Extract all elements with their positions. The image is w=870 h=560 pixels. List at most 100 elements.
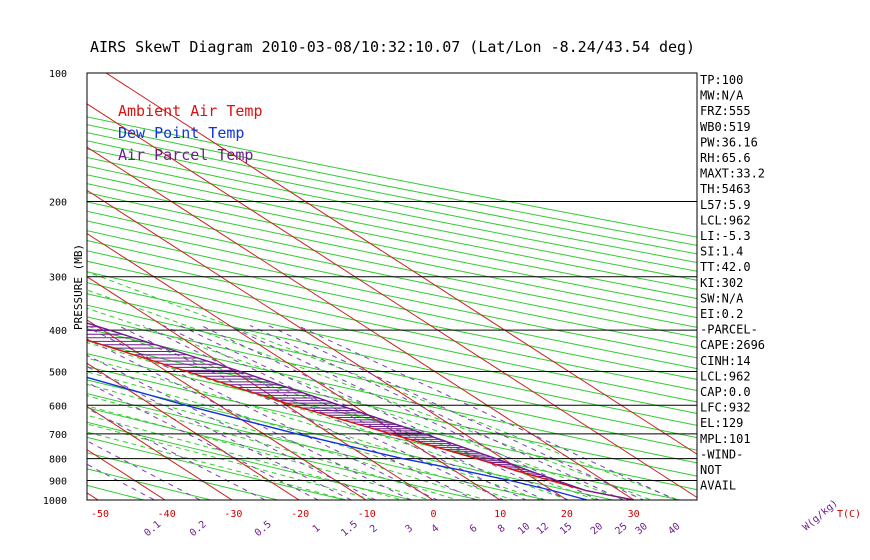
dry-adiabat-line: [87, 328, 697, 464]
dewpoint-line: [87, 376, 588, 500]
mixing-ratio-tick-label: 3: [404, 523, 416, 535]
dry-adiabat-line: [87, 436, 348, 500]
isotherm-line: [87, 276, 434, 500]
index-entry: RH:65.6: [700, 151, 751, 165]
dry-adiabat-line: [87, 183, 697, 309]
bottom-temperature-axis: -50 -40 -30 -20 -10 0 10 20 30: [91, 509, 640, 520]
dry-adiabat-line: [87, 271, 697, 403]
dry-adiabat-line: [87, 132, 697, 255]
mixing-ratio-tick-label: 30: [634, 521, 650, 537]
index-entry: CINH:14: [700, 354, 751, 368]
dry-adiabat-line: [87, 201, 697, 328]
dry-adiabat-line: [87, 148, 697, 272]
mixing-ratio-line: [87, 381, 320, 500]
dry-adiabat-line: [87, 210, 697, 338]
mixing-ratio-tick-label: 4: [430, 523, 442, 535]
mixing-ratio-line: [162, 324, 528, 500]
plot-area: [0, 63, 697, 509]
dry-adiabat-line: [87, 316, 697, 451]
bottom-temp-tick-label: 20: [561, 509, 573, 520]
legend-parcel: Air Parcel Temp: [118, 146, 253, 164]
dry-adiabat-line: [87, 165, 697, 290]
dry-adiabat-line: [87, 156, 697, 281]
pressure-axis: 100 200 300 400 500 600 700 800 900 1000: [43, 69, 67, 507]
mixing-ratio-tick-label: 0.5: [253, 519, 274, 539]
moist-adiabat-line: [87, 383, 488, 500]
bottom-temp-tick-label: -50: [91, 509, 109, 520]
index-entry: LCL:962: [700, 213, 751, 227]
index-entry: LCL:962: [700, 369, 751, 383]
mixing-ratio-line: [142, 324, 505, 500]
dry-adiabat-line: [87, 230, 697, 359]
moist-adiabat-line: [87, 405, 432, 500]
index-entry: LI:-5.3: [700, 229, 751, 243]
mixing-ratio-tick-label: 0.1: [142, 519, 163, 539]
dry-adiabat-line: [87, 174, 697, 300]
pressure-tick-label: 300: [49, 273, 67, 284]
moist-adiabat-line: [87, 271, 680, 500]
moist-adiabats: [87, 271, 680, 500]
legend-dewpoint: Dew Point Temp: [118, 124, 244, 142]
mixing-ratio-axis: 0.1 0.2 0.5 1 1.5 2 3 4 6 8 10 12 15 20 25 30 40: [142, 519, 682, 539]
isotherm-line: [0, 63, 45, 509]
dry-adiabat-line: [87, 421, 415, 500]
chart-title: AIRS SkewT Diagram 2010-03-08/10:32:10.0…: [90, 38, 695, 56]
pressure-tick-label: 1000: [43, 496, 67, 507]
dry-adiabat-line: [87, 468, 213, 500]
mixing-ratio-line: [87, 440, 202, 500]
mixing-ratio-line: [249, 324, 625, 500]
index-entry: MAXT:33.2: [700, 167, 765, 181]
moist-adiabat-line: [87, 395, 460, 500]
index-entry: WB0:519: [700, 120, 751, 134]
dry-adiabats: [0, 73, 697, 509]
index-entry: TP:100: [700, 73, 743, 87]
dry-adiabat-line: [87, 407, 482, 500]
moist-adiabat-line: [87, 307, 626, 500]
legend: Ambient Air Temp Dew Point Temp Air Parc…: [118, 102, 263, 164]
dry-adiabat-line: [87, 379, 616, 500]
pressure-tick-label: 600: [49, 401, 67, 412]
index-entry: TH:5463: [700, 182, 751, 196]
dry-adiabat-line: [87, 393, 549, 500]
bottom-axis-unit: T(C): [837, 509, 861, 520]
index-entry: MW:N/A: [700, 89, 744, 103]
isotherm-line: [87, 146, 635, 500]
dry-adiabat-line: [87, 304, 697, 439]
isotherm-line: [87, 492, 99, 500]
dry-adiabat-line: [87, 140, 697, 264]
index-entry: KI:302: [700, 276, 743, 290]
dry-adiabat-line: [87, 293, 697, 426]
index-entry: CAP:0.0: [700, 385, 751, 399]
index-entry: -WIND-: [700, 447, 743, 461]
mixing-ratio-tick-label: 10: [516, 521, 532, 537]
mixing-ratio-tick-label: 8: [496, 523, 508, 535]
mixing-ratio-tick-label: 1: [311, 523, 323, 535]
mixing-ratio-line: [200, 324, 570, 500]
mixing-ratio-line: [117, 324, 477, 500]
dry-adiabat-line: [87, 340, 697, 477]
dry-adiabat-line: [0, 73, 44, 509]
dry-adiabat-line: [87, 282, 697, 414]
pressure-tick-label: 200: [49, 198, 67, 209]
pressure-tick-label: 100: [49, 69, 67, 80]
mixing-ratio-tick-label: 0.2: [188, 519, 209, 539]
index-entry: SI:1.4: [700, 245, 743, 259]
index-entry: TT:42.0: [700, 260, 751, 274]
isotherm-line: [87, 319, 367, 500]
bottom-temp-tick-label: -20: [291, 509, 309, 520]
mixing-ratio-tick-label: 15: [558, 521, 574, 537]
bottom-temp-tick-label: -10: [358, 509, 376, 520]
index-entry: AVAIL: [700, 479, 736, 493]
index-entry: L57:5.9: [700, 198, 751, 212]
parcel-temp-line: [87, 322, 635, 500]
index-entry: NOT: [700, 463, 722, 477]
dry-adiabat-line: [87, 220, 697, 349]
isotherm-line: [87, 189, 568, 500]
moist-adiabat-line: [87, 423, 377, 500]
bottom-temp-tick-label: 10: [494, 509, 506, 520]
pressure-tick-label: 800: [49, 455, 67, 466]
dry-adiabat-line: [87, 240, 697, 370]
index-entry: EI:0.2: [700, 307, 743, 321]
index-entry: FRZ:555: [700, 104, 751, 118]
